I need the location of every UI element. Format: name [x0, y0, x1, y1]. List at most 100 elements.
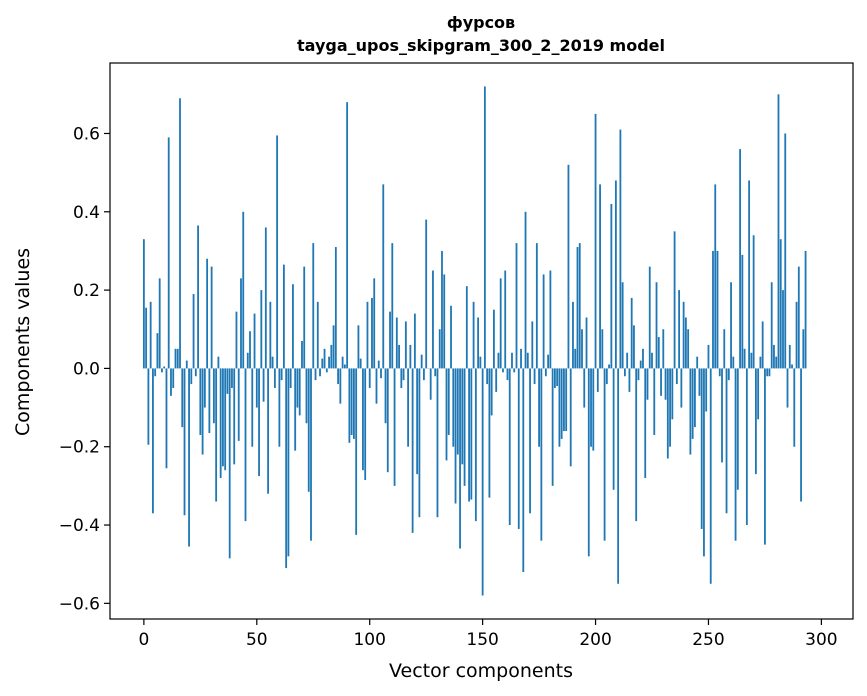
bar [154, 368, 157, 377]
bar [770, 282, 773, 369]
bar [447, 368, 450, 435]
bar [224, 368, 227, 471]
bar [535, 243, 538, 369]
bar [156, 333, 159, 369]
x-tick-label: 200 [579, 630, 611, 650]
bar [581, 329, 583, 369]
bar [142, 239, 145, 369]
bar [201, 368, 204, 455]
y-axis-ticks: −0.6 −0.4 −0.2 0.0 0.2 0.4 0.6 [59, 124, 110, 614]
bar [190, 368, 193, 385]
bar [242, 211, 245, 369]
bar [362, 368, 364, 471]
bar [782, 290, 784, 369]
bar [635, 368, 638, 522]
bar [463, 368, 466, 486]
bar [276, 135, 279, 369]
bar [657, 337, 660, 369]
bar [359, 358, 362, 369]
bar [384, 368, 387, 424]
bar [752, 235, 755, 369]
bar [219, 368, 222, 479]
bar [161, 368, 163, 373]
bar [696, 356, 699, 369]
bar [721, 368, 723, 463]
chart-title: фурсов [447, 13, 515, 32]
bar [675, 368, 678, 385]
bar [723, 329, 726, 369]
bar [569, 368, 572, 467]
bar [736, 368, 739, 490]
bar [436, 368, 439, 518]
bar [583, 368, 586, 408]
bar [450, 305, 452, 369]
bar-series [142, 86, 807, 596]
bar [373, 278, 376, 369]
bar [743, 348, 746, 369]
bar [423, 368, 425, 381]
bar [488, 368, 491, 498]
bar [147, 368, 150, 445]
bar [560, 368, 563, 439]
bar [784, 133, 787, 369]
bar [578, 243, 581, 369]
y-tick-label: −0.2 [59, 438, 100, 458]
bar [461, 368, 464, 465]
bar [298, 368, 301, 416]
bar [468, 368, 470, 502]
bar [258, 368, 260, 477]
bar [294, 368, 297, 451]
bar [529, 368, 531, 514]
bar [610, 203, 613, 369]
bar [357, 325, 360, 369]
bar [233, 368, 236, 465]
bar [158, 278, 161, 369]
bar [712, 250, 714, 369]
bar [624, 368, 626, 377]
bar [310, 368, 312, 541]
bar [612, 368, 615, 490]
bar [786, 368, 789, 408]
bar [520, 348, 522, 369]
bar [210, 266, 213, 369]
bar [465, 286, 468, 369]
bar [231, 368, 233, 388]
bar [804, 250, 807, 369]
bar [174, 348, 177, 369]
bar [703, 368, 705, 557]
bar [768, 368, 771, 377]
bar [264, 227, 267, 369]
bar [474, 368, 477, 522]
bar [655, 282, 658, 369]
bar [707, 344, 710, 369]
bar [289, 368, 292, 388]
bar [368, 368, 371, 388]
bar [380, 368, 382, 379]
y-tick-label: 0.6 [73, 124, 100, 144]
bar [732, 356, 735, 369]
bar [176, 348, 179, 369]
bar [576, 247, 579, 369]
bar [332, 325, 335, 369]
bar [445, 368, 448, 461]
bar [269, 301, 272, 369]
chart-subtitle: tayga_upos_skipgram_300_2_2019 model [297, 36, 665, 55]
bar [328, 356, 330, 369]
bar [149, 301, 152, 369]
bar [255, 368, 258, 408]
bar [684, 317, 687, 369]
bar [497, 352, 500, 369]
bar [418, 368, 421, 518]
bar [208, 368, 211, 434]
bar [411, 368, 414, 533]
bar [267, 368, 269, 494]
plot-frame [109, 62, 854, 620]
bar [172, 368, 175, 388]
bar [773, 344, 775, 369]
bar [797, 266, 800, 369]
bar [323, 348, 326, 369]
bar [596, 368, 599, 392]
bar [502, 368, 504, 373]
bar [459, 368, 461, 549]
